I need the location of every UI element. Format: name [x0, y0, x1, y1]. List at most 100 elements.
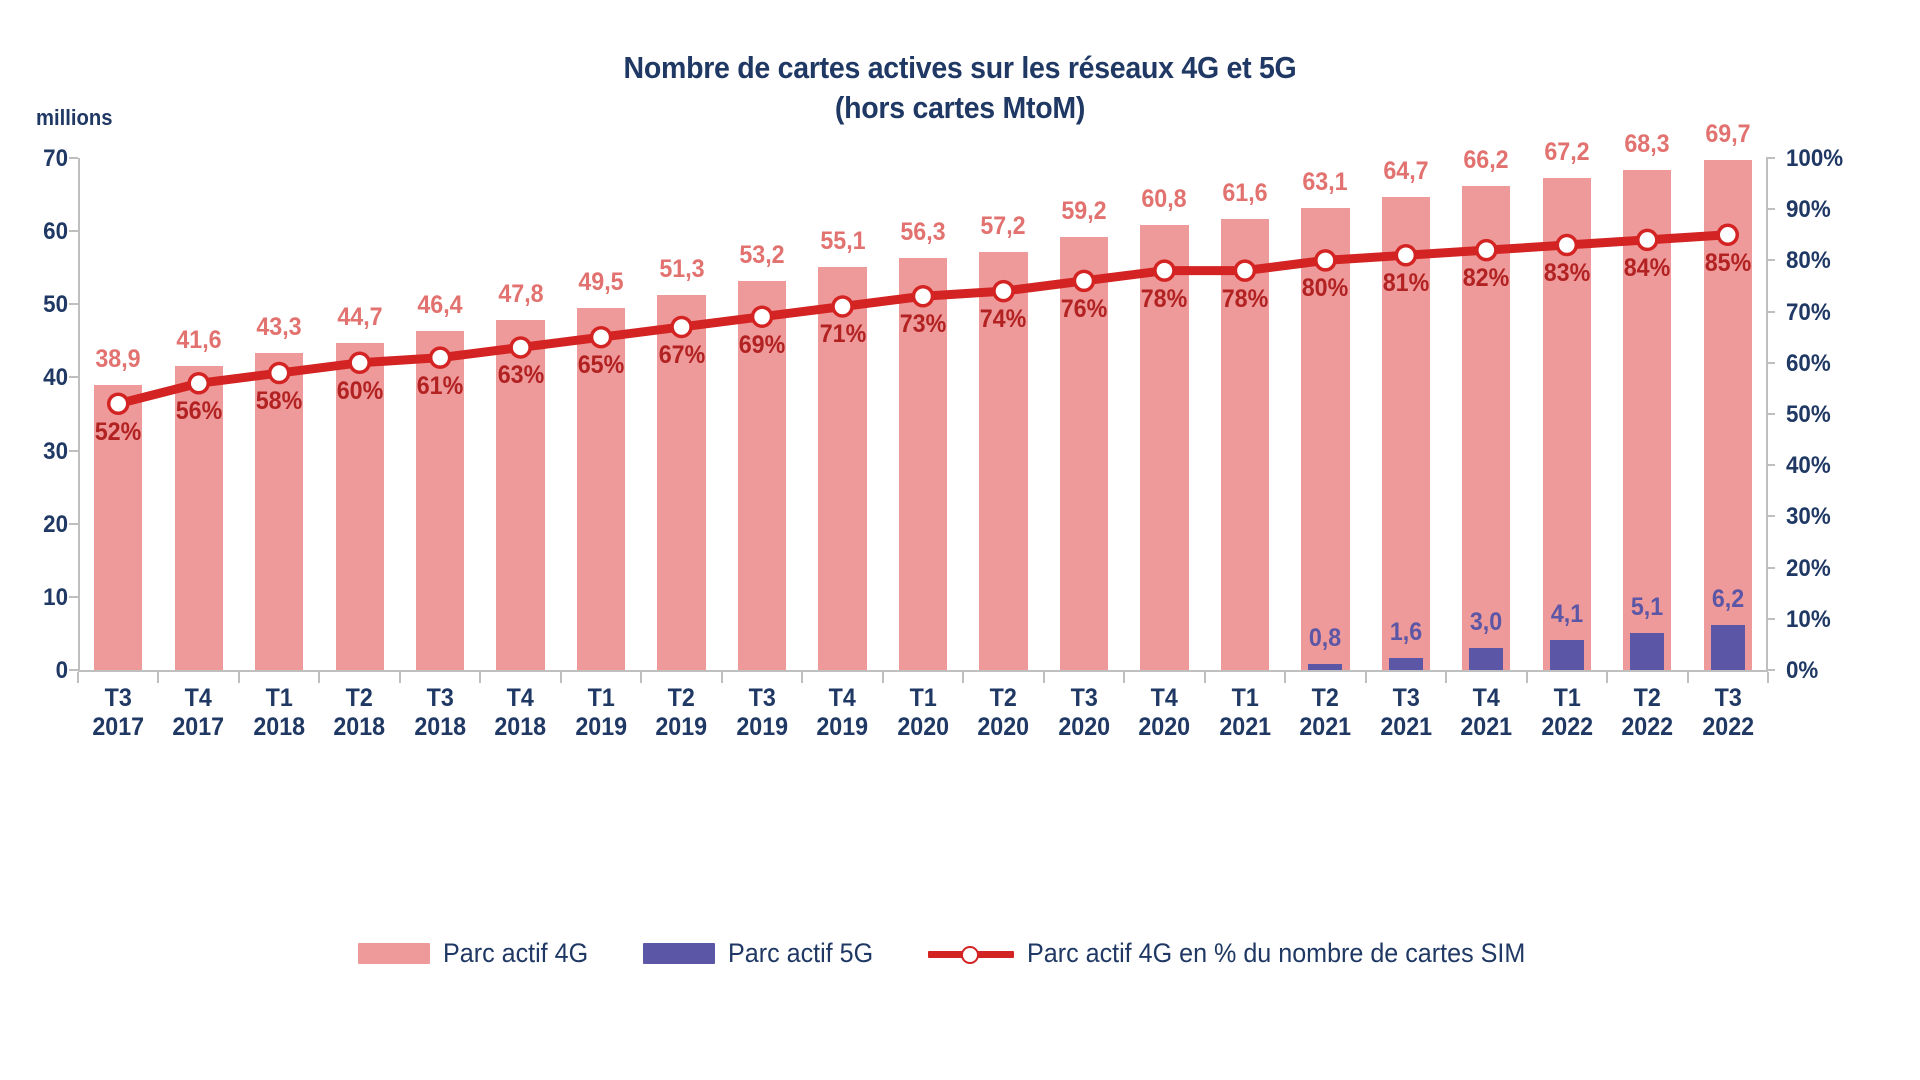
x-axis-tick [1284, 672, 1287, 683]
data-label-percent: 63% [497, 361, 544, 390]
data-label-percent: 74% [980, 305, 1027, 334]
x-axis-quarter: T3 [1392, 684, 1420, 712]
bar-5g[interactable] [1388, 658, 1423, 670]
data-label-4g: 67,2 [1544, 138, 1590, 167]
legend-swatch-5g [642, 943, 715, 964]
x-axis-quarter: T1 [1231, 684, 1259, 712]
x-axis-tick [479, 672, 482, 683]
x-axis-quarter: T2 [989, 684, 1018, 712]
data-label-percent: 81% [1382, 269, 1430, 298]
data-label-percent: 84% [1624, 253, 1671, 282]
x-axis-tick-label: T2 2021 [1288, 684, 1363, 741]
legend-item-4g[interactable]: Parc actif 4G [357, 938, 599, 969]
y-axis-right-tick [1766, 669, 1775, 671]
legend-item-5g[interactable]: Parc actif 5G [642, 938, 884, 969]
y-axis-tick [69, 303, 78, 306]
x-axis-tick-label: T2 2022 [1610, 684, 1685, 741]
x-axis-tick-label: T4 2018 [483, 684, 558, 741]
data-label-4g: 57,2 [980, 211, 1027, 240]
data-label-4g: 46,4 [417, 290, 463, 319]
x-axis-year: 2022 [1701, 712, 1754, 741]
x-axis-year: 2019 [655, 712, 708, 741]
x-axis-tick-label: T3 2019 [725, 684, 800, 741]
x-axis-year: 2020 [1138, 712, 1191, 741]
x-axis-tick [559, 672, 562, 683]
x-axis-tick-label: T4 2019 [805, 684, 880, 741]
data-label-percent: 82% [1463, 264, 1510, 293]
data-label-5g: 6,2 [1711, 584, 1744, 613]
x-axis-quarter: T2 [667, 684, 696, 712]
y-axis-right-line [1766, 158, 1768, 672]
legend-item-percent-line[interactable]: Parc actif 4G en % du nombre de cartes S… [927, 938, 1563, 969]
y-axis-tick-label: 20 [43, 510, 68, 538]
y-axis-right-tick-label: 60% [1786, 349, 1831, 377]
x-axis-tick [720, 672, 723, 683]
x-axis-tick-label: T2 2018 [322, 684, 397, 741]
x-axis-year: 2018 [253, 712, 306, 741]
y-axis-right-tick [1766, 259, 1775, 262]
x-axis-tick [881, 672, 884, 683]
x-axis-tick [77, 672, 79, 683]
data-label-4g: 69,7 [1705, 120, 1751, 149]
legend-swatch-4g [357, 943, 430, 964]
x-axis-quarter: T1 [587, 684, 615, 712]
y-axis-right-tick-label: 70% [1786, 298, 1831, 326]
x-axis-tick-label: T1 2019 [564, 684, 639, 741]
x-axis-year: 2022 [1621, 712, 1674, 741]
y-axis-tick [69, 522, 78, 525]
data-label-percent: 56% [175, 397, 222, 426]
bar-5g[interactable] [1630, 632, 1665, 670]
data-label-percent: 60% [336, 376, 383, 405]
x-axis-tick [1203, 672, 1206, 683]
y-axis-tick [69, 376, 78, 379]
y-axis-tick-label: 30 [43, 437, 68, 465]
data-label-4g: 53,2 [739, 240, 785, 269]
x-axis-tick [1445, 672, 1448, 683]
x-axis-tick-label: T1 2020 [886, 684, 961, 741]
data-label-4g: 60,8 [1141, 185, 1188, 214]
x-axis-tick [237, 672, 240, 683]
data-label-percent: 52% [94, 417, 142, 446]
data-label-5g: 1,6 [1389, 618, 1423, 647]
data-label-4g: 49,5 [578, 267, 624, 296]
bar-5g[interactable] [1308, 664, 1343, 670]
x-axis-year: 2021 [1299, 712, 1352, 741]
data-label-percent: 58% [255, 387, 303, 416]
data-label-4g: 38,9 [95, 345, 141, 374]
x-axis-tick [318, 672, 321, 683]
x-axis-tick [1686, 672, 1689, 683]
data-label-percent: 69% [738, 330, 786, 359]
x-axis-tick [1364, 672, 1367, 683]
data-label-4g: 61,6 [1222, 179, 1268, 208]
y-axis-right-tick [1766, 566, 1775, 569]
y-axis-right-tick [1766, 617, 1775, 620]
legend-swatch-percent-line [927, 943, 1014, 965]
bar-5g[interactable] [1710, 624, 1745, 670]
x-axis-year: 2020 [1058, 712, 1110, 741]
x-axis-tick [157, 672, 160, 683]
x-axis-tick-label: T2 2019 [644, 684, 719, 741]
data-label-5g: 4,1 [1550, 600, 1583, 628]
x-axis-year: 2019 [736, 712, 788, 741]
x-axis-tick-label: T4 2020 [1127, 684, 1202, 741]
y-axis-tick [69, 449, 78, 452]
x-axis-tick-label: T1 2022 [1529, 684, 1604, 741]
y-axis-unit-label: millions [36, 105, 113, 130]
x-axis-quarter: T2 [1311, 684, 1339, 712]
x-axis-quarter: T3 [1070, 684, 1098, 712]
y-axis-right-tick [1766, 413, 1775, 415]
data-label-percent: 83% [1543, 259, 1591, 288]
x-axis-quarter: T1 [265, 684, 293, 712]
x-axis-year: 2020 [977, 712, 1030, 741]
bar-5g[interactable] [1469, 648, 1504, 670]
y-axis-tick [69, 230, 78, 233]
x-axis-year: 2021 [1379, 712, 1432, 741]
bar-4g[interactable] [94, 385, 143, 670]
y-axis-left-line [78, 158, 80, 672]
y-axis-tick-label: 10 [43, 583, 68, 611]
bar-4g[interactable] [174, 365, 223, 670]
legend-label-4g: Parc actif 4G [442, 938, 588, 968]
bar-5g[interactable] [1549, 640, 1584, 670]
